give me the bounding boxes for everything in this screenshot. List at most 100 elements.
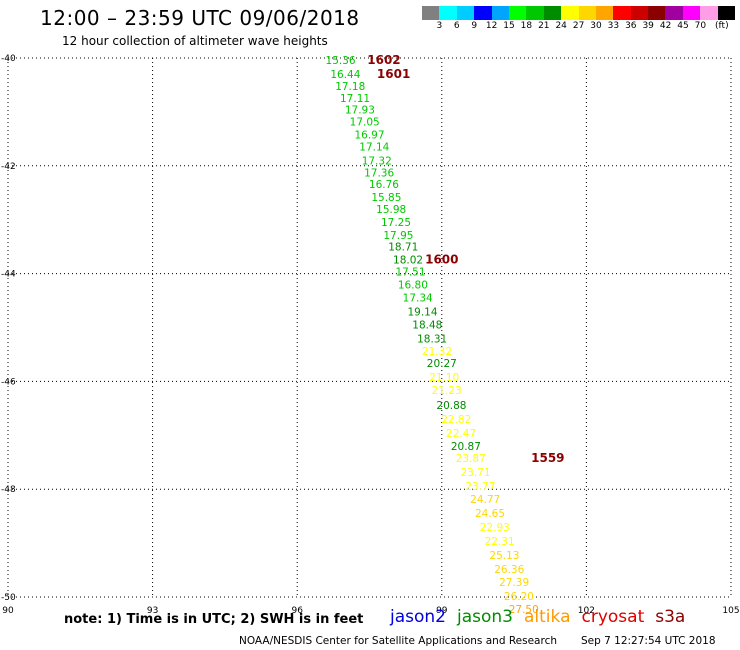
swh-point-label: 22.31 (485, 536, 515, 548)
legend-label: 30 (590, 21, 602, 31)
swh-point-label: 18.02 (393, 255, 423, 267)
legend-label: 15 (503, 21, 515, 31)
time-label: 1559 (531, 451, 564, 465)
x-tick-label: 96 (291, 606, 303, 616)
swh-point-label: 23.71 (461, 467, 491, 479)
swh-point-label: 22.47 (446, 428, 476, 440)
swh-point-label: 17.95 (383, 230, 413, 242)
swh-point-label: 17.32 (362, 155, 392, 167)
swh-point-label: 20.88 (436, 400, 466, 412)
satellite-label: altika (524, 607, 571, 627)
y-tick-label: -50 (1, 593, 16, 603)
y-tick-label: -44 (1, 270, 16, 280)
x-tick-label: 105 (722, 606, 739, 616)
swh-point-label: 15.98 (376, 204, 406, 216)
legend-label: 12 (485, 21, 498, 31)
swh-point-label: 18.71 (388, 242, 418, 254)
legend-label: 45 (677, 21, 689, 31)
legend-label: 27 (572, 21, 585, 31)
swh-point-label: 15.36 (326, 55, 356, 67)
swh-point-label: 17.18 (335, 81, 365, 93)
legend-swatch (613, 6, 631, 20)
swh-point-label: 16.80 (398, 279, 428, 291)
data-points: 15.36 16.4417.1817.1117.9317.0516.9717.14… (326, 55, 539, 616)
swh-point-label: 16.44 (330, 69, 360, 81)
swh-point-label: 24.77 (470, 494, 500, 506)
x-tick-label: 93 (147, 606, 158, 616)
y-tick-label: -42 (1, 162, 16, 172)
legend-swatch (439, 6, 457, 20)
legend-label: 9 (471, 21, 478, 31)
swh-point-label: 22.93 (480, 522, 510, 534)
swh-point-label: 17.25 (381, 217, 411, 229)
satellite-label: s3a (655, 607, 686, 627)
legend-swatch (508, 6, 527, 20)
footer-credit: NOAA/NESDIS Center for Satellite Applica… (239, 635, 557, 647)
swh-point-label: 18.31 (417, 333, 447, 345)
legend-swatch (422, 6, 440, 20)
color-scale-legend (422, 6, 736, 20)
swh-point-label: 22.82 (441, 414, 471, 426)
legend-label: 33 (607, 21, 620, 31)
legend-label: 36 (625, 21, 637, 31)
x-tick-label: 102 (578, 606, 595, 616)
swh-point-label: 19.14 (407, 306, 437, 318)
satellite-legend: jason2 jason3 altika cryosat s3a (390, 607, 696, 627)
x-tick-label: 90 (2, 606, 14, 616)
legend-swatch (561, 6, 579, 20)
swh-point-label: 18.48 (412, 319, 442, 331)
legend-swatch (456, 6, 475, 20)
legend-swatch (630, 6, 649, 20)
time-label: 1602 (367, 53, 400, 67)
note-text: note: 1) Time is in UTC; 2) SWH is in fe… (64, 612, 364, 627)
swh-point-label: 27.50 (509, 604, 539, 616)
satellite-label: cryosat (581, 607, 645, 627)
y-tick-label: -46 (1, 377, 16, 387)
color-scale-labels: 3 6 9 12 15 18 21 24 27 30 33 36 39 42 45 70 (ft) (422, 21, 740, 33)
swh-point-label: 24.65 (475, 508, 505, 520)
legend-swatch (648, 6, 666, 20)
swh-point-label: 17.36 (364, 167, 394, 179)
swh-point-label: 21.32 (422, 346, 452, 358)
chart-subtitle: 12 hour collection of altimeter wave hei… (62, 34, 328, 48)
legend-label: 24 (555, 21, 567, 31)
chart-title: 12:00 – 23:59 UTC 09/06/2018 (40, 6, 360, 30)
swh-point-label: 21.23 (432, 385, 462, 397)
swh-point-label: 15.85 (371, 192, 401, 204)
footer-timestamp: Sep 7 12:27:54 UTC 2018 (581, 635, 716, 647)
swh-point-label: 17.05 (350, 117, 380, 129)
legend-label: 3 (436, 21, 443, 31)
swh-point-label: 17.11 (340, 93, 370, 105)
y-tick-label: -48 (1, 485, 16, 495)
grid-lines (7, 57, 732, 598)
legend-label: 39 (642, 21, 654, 31)
swh-point-label: 23.77 (465, 481, 495, 493)
legend-swatch (526, 6, 544, 20)
swh-point-label: 26.20 (504, 591, 534, 603)
legend-swatch (474, 6, 492, 20)
swh-point-label: 27.39 (499, 577, 529, 589)
legend-swatch (665, 6, 683, 20)
swh-point-label: 16.76 (369, 179, 399, 191)
swh-point-label: 16.97 (354, 130, 384, 142)
swh-point-label: 26.36 (494, 564, 524, 576)
swh-point-label: 25.13 (489, 550, 519, 562)
satellite-label: jason2 (390, 607, 446, 627)
swh-point-label: 23.87 (456, 453, 486, 465)
x-tick-label: 99 (436, 606, 448, 616)
swh-point-label: 20.27 (427, 358, 457, 370)
swh-point-label: 20.87 (451, 441, 481, 453)
y-tick-label: -40 (1, 54, 16, 64)
swh-point-label: 17.51 (395, 266, 425, 278)
satellite-label: jason3 (457, 607, 513, 627)
swh-point-label: 21.10 (429, 372, 459, 384)
legend-swatch (543, 6, 562, 20)
legend-swatch (700, 6, 718, 20)
swh-point-label: 17.14 (359, 141, 389, 153)
legend-swatch (491, 6, 509, 20)
legend-label: (ft) (715, 21, 729, 31)
legend-label: 6 (453, 21, 460, 31)
legend-label: 21 (538, 21, 550, 31)
